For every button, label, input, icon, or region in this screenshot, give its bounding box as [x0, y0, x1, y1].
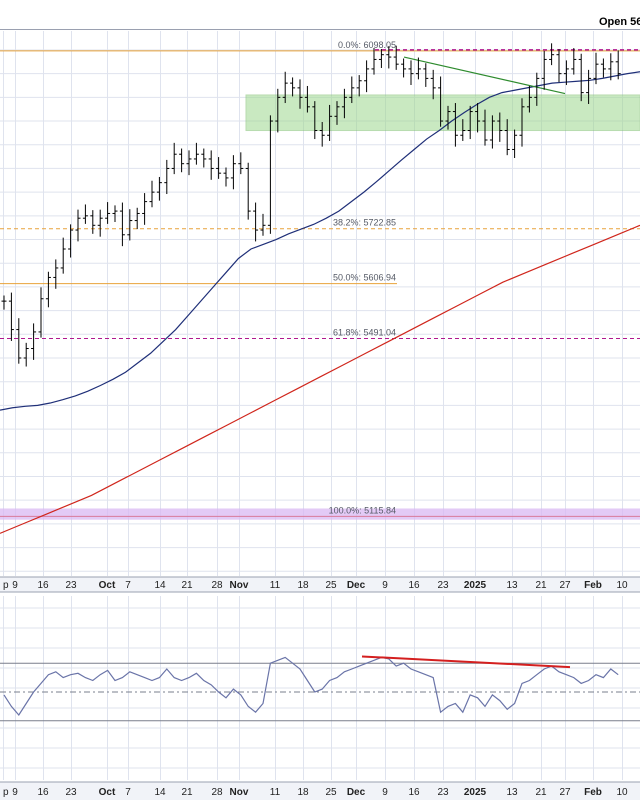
date-tick-label: 23: [65, 580, 77, 591]
fib-level-label: 61.8%: 5491.04: [333, 328, 396, 338]
indicator-panel: [0, 596, 640, 780]
long-moving-average-line: [0, 224, 640, 534]
date-tick-label: 9: [12, 580, 18, 591]
date-tick-label: 13: [506, 580, 518, 591]
date-tick-label: 21: [535, 787, 547, 798]
indicator-line: [3, 656, 619, 717]
date-tick-label: Nov: [230, 580, 249, 591]
downtrend-line: [403, 56, 566, 95]
date-tick-label: 27: [559, 580, 571, 591]
date-tick-label: 10: [616, 787, 628, 798]
date-tick-label: Nov: [230, 787, 249, 798]
fib-level-label: 100.0%: 5115.84: [329, 505, 396, 515]
date-tick-label: 9: [382, 787, 388, 798]
date-tick-label: 18: [297, 580, 309, 591]
date-tick-label: 9: [382, 580, 388, 591]
date-tick-label: 21: [181, 787, 193, 798]
date-tick-label: 28: [211, 787, 223, 798]
divergence-line: [361, 655, 571, 669]
price-date-axis: p 9 16 23 Oct 7 14 21 28 Nov 11 18 25 Dec 9 16 23 2025 13 2…: [0, 576, 640, 593]
date-tick-label: 7: [125, 787, 131, 798]
date-tick-label: Dec: [347, 787, 366, 798]
date-tick-label: 18: [297, 787, 309, 798]
date-tick-label: 16: [37, 580, 49, 591]
date-tick-label: Feb: [584, 787, 602, 798]
date-tick-label: 16: [408, 787, 420, 798]
open-price-label: Open 56: [599, 16, 640, 28]
date-tick-label: 2025: [464, 580, 487, 591]
date-tick-label: p: [3, 787, 9, 798]
date-tick-label: p: [3, 580, 9, 591]
price-panel: 0.0%: 6098.05 38.2%: 5722.85 50.0%: 5606.9…: [0, 31, 640, 576]
date-tick-label: 23: [65, 787, 77, 798]
date-tick-label: 14: [154, 580, 166, 591]
indicator-axis-background: [0, 782, 640, 800]
date-tick-label: 11: [270, 580, 281, 591]
date-tick-label: 28: [211, 580, 223, 591]
date-tick-label: Oct: [99, 787, 116, 798]
date-tick-label: 21: [181, 580, 193, 591]
date-tick-label: 23: [437, 580, 449, 591]
date-tick-label: Oct: [99, 580, 116, 591]
date-tick-label: 2025: [464, 787, 487, 798]
date-tick-label: Dec: [347, 580, 366, 591]
low-zone-band: [0, 508, 640, 520]
fib-level-label: 38.2%: 5722.85: [333, 218, 396, 228]
date-tick-label: Feb: [584, 580, 602, 591]
date-tick-label: 27: [559, 787, 571, 798]
date-tick-label: 16: [37, 787, 49, 798]
date-tick-label: 25: [325, 787, 337, 798]
date-tick-label: 7: [125, 580, 131, 591]
date-tick-label: 13: [506, 787, 518, 798]
fib-level-label: 50.0%: 5606.94: [333, 273, 396, 283]
date-tick-label: 16: [408, 580, 420, 591]
chart-header: Open 56: [0, 0, 640, 30]
date-tick-label: 9: [12, 787, 18, 798]
date-tick-label: 14: [154, 787, 166, 798]
indicator-date-axis: p 9 16 23 Oct 7 14 21 28 Nov 11 18 25 Dec 9 16 23 2025 13 2…: [0, 781, 640, 800]
date-tick-label: 23: [437, 787, 449, 798]
price-axis-background: [0, 577, 640, 592]
date-tick-label: 21: [535, 580, 547, 591]
date-tick-label: 11: [270, 787, 281, 798]
fib-level-label: 0.0%: 6098.05: [338, 40, 396, 50]
date-tick-label: 10: [616, 580, 628, 591]
date-tick-label: 25: [325, 580, 337, 591]
support-zone-band: [245, 94, 640, 132]
